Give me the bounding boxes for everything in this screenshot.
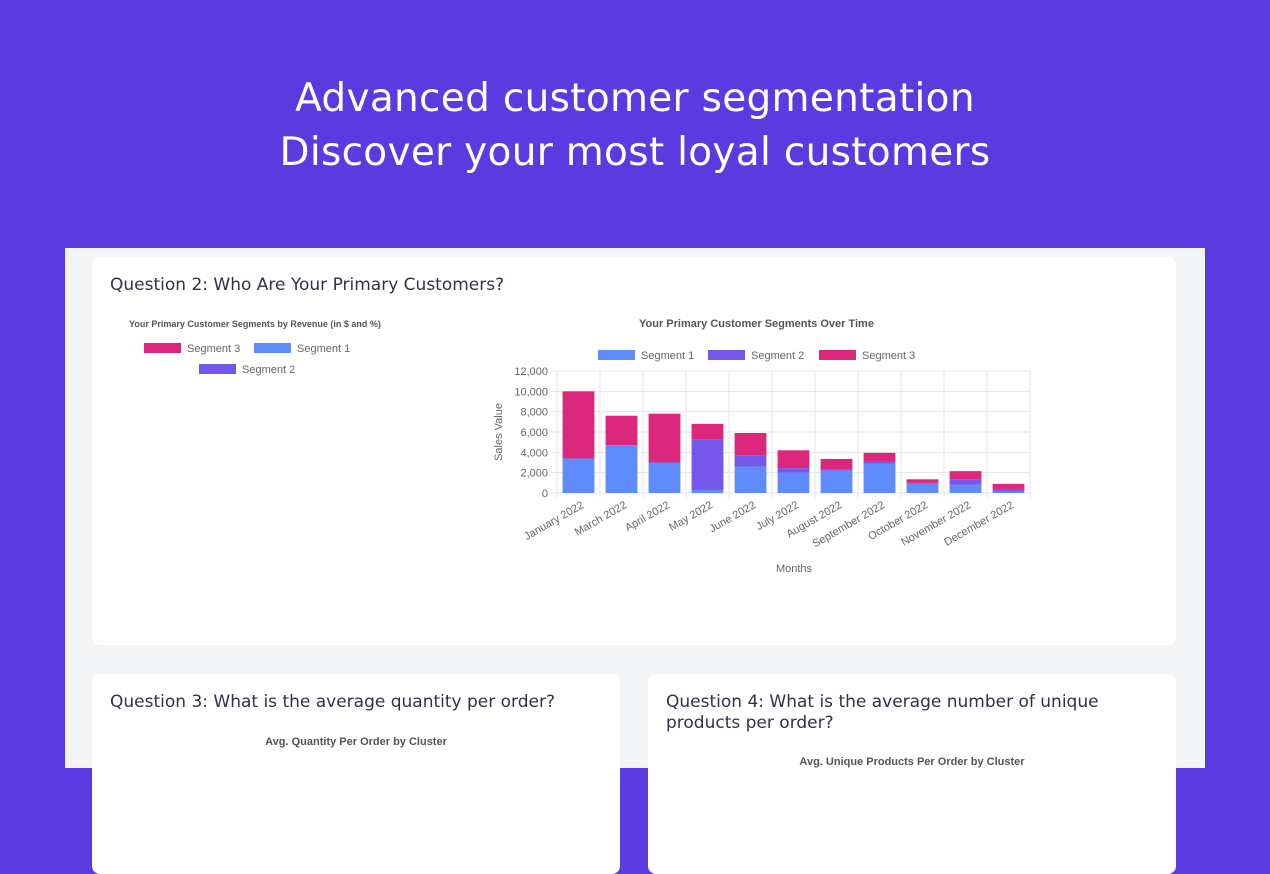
- bar-segment-3: [992, 483, 1025, 490]
- bar-segment-1: [691, 489, 724, 493]
- bar-segment-1: [863, 463, 896, 493]
- y-tick-label: 8,000: [520, 407, 548, 419]
- y-axis-title: Sales Value: [493, 403, 505, 461]
- bar-segment-3: [777, 450, 810, 469]
- legend-swatch-segment-1: [598, 350, 635, 360]
- bar-segment-2: [734, 455, 767, 467]
- legend-label: Segment 1: [297, 343, 350, 355]
- question-3-title: Question 3: What is the average quantity…: [110, 692, 556, 712]
- bar-segment-2: [691, 439, 724, 490]
- bar-segment-3: [648, 413, 681, 463]
- question-2-card: Question 2: Who Are Your Primary Custome…: [92, 257, 1176, 645]
- y-tick-label: 2,000: [520, 468, 548, 480]
- legend-label: Segment 2: [751, 350, 804, 362]
- legend-label: Segment 1: [641, 350, 694, 362]
- bar-segment-2: [820, 469, 853, 471]
- bar-segment-3: [820, 458, 853, 470]
- x-tick-label: September 2022: [811, 499, 887, 550]
- y-tick-label: 6,000: [520, 427, 548, 439]
- q3-chart-title: Avg. Quantity Per Order by Cluster: [265, 736, 447, 748]
- bar-segment-1: [949, 484, 982, 493]
- x-tick-label: May 2022: [667, 499, 715, 534]
- legend-label: Segment 3: [187, 343, 240, 355]
- bar-segment-1: [906, 483, 939, 493]
- bar-segment-1: [992, 491, 1025, 493]
- bar-segment-3: [605, 415, 638, 446]
- y-tick-label: 12,000: [514, 366, 548, 378]
- question-4-card: Question 4: What is the average number o…: [648, 674, 1176, 874]
- question-2-title: Question 2: Who Are Your Primary Custome…: [110, 275, 505, 295]
- y-tick-label: 4,000: [520, 447, 548, 459]
- bar-segment-1: [734, 466, 767, 493]
- bar-segment-3: [734, 433, 767, 456]
- y-tick-label: 0: [542, 488, 548, 500]
- hero-line-2: Discover your most loyal customers: [279, 130, 991, 175]
- legend-swatch-segment-3: [144, 343, 181, 353]
- bar-segment-2: [777, 468, 810, 473]
- hero-line-1: Advanced customer segmentation: [295, 76, 975, 121]
- bar-chart-title: Your Primary Customer Segments Over Time: [639, 318, 874, 330]
- legend-swatch-segment-2: [708, 350, 745, 360]
- bar-segment-3: [949, 471, 982, 480]
- bar-segment-1: [777, 472, 810, 493]
- bar-segment-3: [863, 452, 896, 461]
- x-tick-label: April 2022: [623, 499, 672, 534]
- x-tick-label: June 2022: [707, 499, 758, 535]
- legend-label: Segment 2: [242, 364, 295, 376]
- question-3-card: Question 3: What is the average quantity…: [92, 674, 620, 874]
- bar-segment-1: [648, 462, 681, 493]
- hero-heading: Advanced customer segmentation Discover …: [0, 72, 1270, 180]
- legend-swatch-segment-1: [254, 343, 291, 353]
- y-tick-label: 10,000: [514, 386, 548, 398]
- bar-segment-3: [562, 391, 595, 459]
- donut-chart-title: Your Primary Customer Segments by Revenu…: [129, 319, 381, 329]
- bar-segment-1: [562, 458, 595, 493]
- dashboard-panel: Question 2: Who Are Your Primary Custome…: [65, 248, 1205, 874]
- bar-segment-3: [691, 423, 724, 440]
- bar-segment-2: [992, 489, 1025, 492]
- legend-swatch-segment-3: [819, 350, 856, 360]
- x-axis-title: Months: [776, 563, 813, 575]
- bar-segment-2: [949, 479, 982, 485]
- bar-chart: Segment 1 Segment 2 Segment 3 0 2,000 4,000 6,…: [493, 350, 1031, 575]
- bar-segment-2: [863, 460, 896, 464]
- bar-segment-1: [605, 445, 638, 493]
- question-4-title: Question 4: What is the average number o…: [666, 692, 1099, 733]
- q4-chart-title: Avg. Unique Products Per Order by Cluste…: [799, 756, 1025, 768]
- bar-segment-1: [820, 470, 853, 493]
- legend-swatch-segment-2: [199, 364, 236, 374]
- bar-segment-2: [906, 482, 939, 484]
- legend-label: Segment 3: [862, 350, 915, 362]
- bar-segment-3: [906, 479, 939, 483]
